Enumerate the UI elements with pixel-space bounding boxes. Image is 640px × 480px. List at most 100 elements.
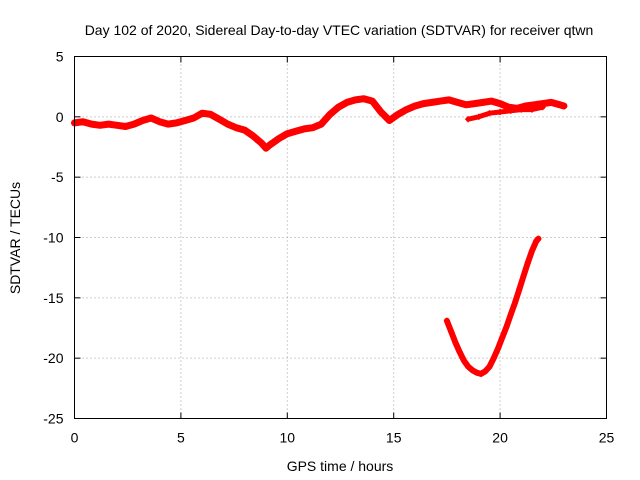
data-point bbox=[463, 101, 470, 108]
data-point bbox=[446, 96, 453, 103]
data-point bbox=[556, 101, 563, 108]
data-point bbox=[165, 121, 172, 128]
data-point bbox=[131, 121, 138, 128]
data-point bbox=[190, 115, 197, 122]
data-point bbox=[182, 117, 189, 124]
data-point bbox=[524, 259, 531, 266]
data-point bbox=[494, 345, 501, 352]
data-point bbox=[465, 363, 472, 370]
data-point bbox=[309, 124, 316, 131]
data-point bbox=[420, 100, 427, 107]
data-point bbox=[486, 110, 493, 117]
data-point bbox=[460, 357, 467, 364]
grid bbox=[74, 56, 607, 419]
data-point bbox=[448, 328, 455, 335]
data-point bbox=[301, 125, 308, 132]
data-point bbox=[377, 109, 384, 116]
data-point bbox=[473, 369, 480, 376]
x-tick-label: 0 bbox=[71, 430, 79, 446]
data-point bbox=[394, 111, 401, 118]
data-point bbox=[516, 286, 523, 293]
data-point bbox=[292, 128, 299, 135]
data-point bbox=[456, 349, 463, 356]
data-point bbox=[490, 355, 497, 362]
data-point bbox=[403, 106, 410, 113]
data-point bbox=[480, 99, 487, 106]
data-point bbox=[224, 121, 231, 128]
data-point bbox=[360, 95, 367, 102]
data-point bbox=[284, 130, 291, 137]
data-point bbox=[335, 104, 342, 111]
data-point bbox=[233, 124, 240, 131]
data-point bbox=[173, 119, 180, 126]
x-tick-label: 25 bbox=[599, 430, 615, 446]
data-point bbox=[386, 117, 393, 124]
data-point bbox=[477, 370, 484, 377]
data-point bbox=[411, 102, 418, 109]
data-point bbox=[148, 115, 155, 122]
data-point bbox=[343, 99, 350, 106]
data-point bbox=[156, 118, 163, 125]
data-point bbox=[326, 111, 333, 118]
data-point bbox=[503, 323, 510, 330]
data-point bbox=[139, 117, 146, 124]
data-point bbox=[488, 98, 495, 105]
data-point bbox=[475, 113, 482, 120]
data-point bbox=[352, 96, 359, 103]
x-axis-label: GPS time / hours bbox=[287, 458, 394, 474]
data-point bbox=[499, 334, 506, 341]
x-tick-label: 10 bbox=[280, 430, 296, 446]
data-point bbox=[216, 116, 223, 123]
data-point bbox=[443, 317, 450, 324]
data-point bbox=[207, 111, 214, 118]
data-point bbox=[88, 121, 95, 128]
data-point bbox=[318, 121, 325, 128]
x-tick-label: 20 bbox=[492, 430, 508, 446]
data-point bbox=[529, 247, 536, 254]
x-tick-label: 5 bbox=[177, 430, 185, 446]
data-point bbox=[267, 141, 274, 148]
data-point bbox=[486, 363, 493, 370]
y-tick-label: 5 bbox=[56, 49, 64, 65]
data-point bbox=[452, 339, 459, 346]
data-point bbox=[241, 127, 248, 134]
data-point bbox=[511, 299, 518, 306]
y-tick-label: 0 bbox=[56, 109, 64, 125]
y-axis-label: SDTVAR / TECUs bbox=[7, 182, 23, 294]
data-point bbox=[548, 99, 555, 106]
chart-title: Day 102 of 2020, Sidereal Day-to-day VTE… bbox=[85, 22, 594, 38]
data-point bbox=[471, 100, 478, 107]
y-tick-label: -10 bbox=[43, 230, 63, 246]
ticks: 0 5 10 15 20 25 5 0 -5 -10 -15 -20 -25 bbox=[43, 49, 614, 446]
data-point bbox=[114, 122, 121, 129]
series-layer bbox=[71, 95, 568, 377]
y-tick-label: -5 bbox=[51, 169, 64, 185]
data-point bbox=[482, 368, 489, 375]
data-point bbox=[520, 273, 527, 280]
data-point bbox=[469, 367, 476, 374]
data-point bbox=[199, 110, 206, 117]
data-point bbox=[250, 133, 257, 140]
y-tick-label: -15 bbox=[43, 290, 63, 306]
data-point bbox=[80, 118, 87, 125]
data-point bbox=[275, 135, 282, 142]
data-point bbox=[560, 102, 567, 109]
x-tick-label: 15 bbox=[386, 430, 402, 446]
data-point bbox=[507, 107, 514, 114]
data-point bbox=[535, 235, 542, 242]
data-point bbox=[465, 116, 472, 123]
data-point bbox=[529, 106, 536, 113]
data-point bbox=[507, 311, 514, 318]
data-point bbox=[539, 104, 546, 111]
data-point bbox=[497, 109, 504, 116]
data-point bbox=[97, 122, 104, 129]
data-point bbox=[369, 98, 376, 105]
y-tick-label: -25 bbox=[43, 411, 63, 427]
data-point bbox=[454, 99, 461, 106]
series-descent-trace bbox=[443, 235, 542, 377]
data-point bbox=[105, 121, 112, 128]
y-tick-label: -20 bbox=[43, 350, 63, 366]
data-point bbox=[497, 100, 504, 107]
data-point bbox=[122, 123, 129, 130]
